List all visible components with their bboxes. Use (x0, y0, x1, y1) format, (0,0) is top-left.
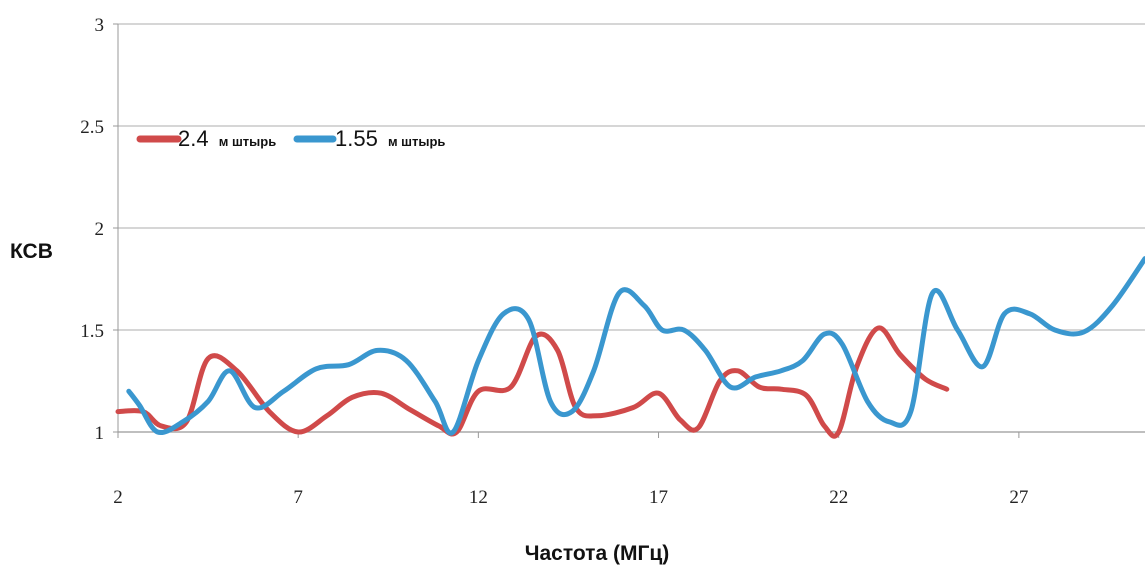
series-line-0 (115, 325, 950, 439)
legend-label-series-1: 1.55 м штырь (335, 126, 445, 151)
y-tick-label-3: 2.5 (80, 117, 104, 138)
x-tick-label-0: 2 (113, 487, 123, 508)
x-tick-labels: 2 7 12 17 22 27 (113, 487, 1028, 508)
x-tick-label-1: 7 (293, 487, 303, 508)
x-tick-label-4: 22 (829, 487, 848, 508)
legend-label-series-0: 2.4 м штырь (178, 126, 276, 151)
series-lines (115, 256, 1145, 439)
legend-unit-series-1: м штырь (388, 134, 445, 149)
y-tick-label-0: 1 (95, 423, 105, 444)
x-tick-label-3: 17 (649, 487, 668, 508)
x-tick-label-2: 12 (469, 487, 488, 508)
x-tick-label-5: 27 (1009, 487, 1028, 508)
y-axis-label: КСВ (10, 240, 53, 263)
legend: 2.4 м штырь 1.55 м штырь (136, 126, 445, 151)
legend-number-series-0: 2.4 (178, 126, 209, 151)
y-tick-label-2: 2 (95, 219, 105, 240)
legend-number-series-1: 1.55 (335, 126, 378, 151)
x-axis-label: Частота (МГц) (525, 542, 670, 565)
y-tick-label-1: 1.5 (80, 321, 104, 342)
y-tick-label-4: 3 (95, 15, 105, 36)
legend-unit-series-0: м штырь (219, 134, 276, 149)
series-line-1 (126, 256, 1145, 436)
y-tick-labels: 1 1.5 2 2.5 3 (80, 15, 104, 444)
gridlines (113, 23, 1145, 438)
